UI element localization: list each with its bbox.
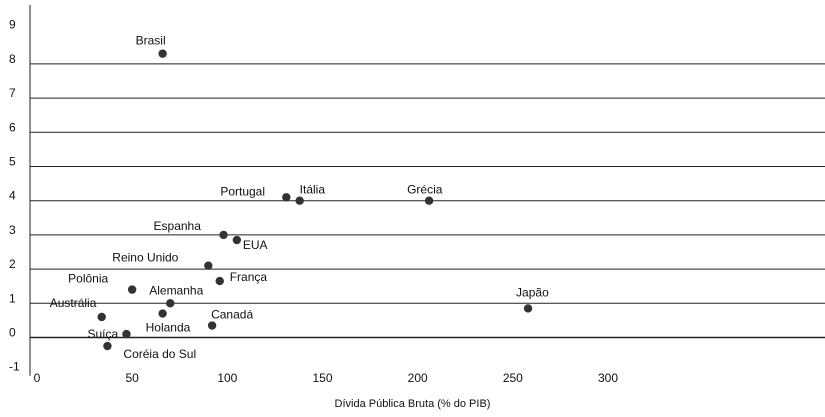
data-point — [158, 49, 167, 58]
data-point — [295, 196, 304, 205]
data-point — [215, 276, 224, 286]
data-points — [97, 49, 533, 351]
point-label: França — [230, 270, 268, 284]
data-point — [122, 329, 131, 339]
y-tick-label: 0 — [9, 326, 16, 340]
y-tick-label: 9 — [9, 18, 16, 32]
x-tick-label: 250 — [503, 371, 523, 385]
point-label: Austrália — [50, 296, 97, 310]
point-label: Portugal — [220, 184, 265, 198]
y-tick-label: 5 — [9, 155, 16, 169]
x-tick-labels: 0 50 100 150 200 250 300 — [34, 371, 619, 385]
x-tick-label: 200 — [408, 371, 428, 385]
y-tick-label: 1 — [9, 291, 16, 305]
point-label: Polônia — [68, 272, 108, 286]
y-tick-label: 3 — [9, 223, 16, 237]
data-point — [232, 235, 242, 245]
point-label: Grécia — [407, 183, 443, 197]
point-label: Alemanha — [149, 283, 203, 297]
y-tick-label: 8 — [9, 52, 16, 66]
point-label: Suíça — [87, 327, 118, 341]
y-tick-label: 4 — [9, 189, 16, 203]
data-point — [204, 261, 213, 270]
x-tick-label: 150 — [312, 371, 332, 385]
point-label: EUA — [243, 238, 268, 252]
y-tick-labels: -1 0 1 2 3 4 5 6 7 8 9 — [9, 18, 20, 374]
point-label: Reino Unido — [112, 251, 178, 265]
data-point — [424, 196, 434, 205]
data-point — [127, 285, 137, 294]
y-tick-label: 2 — [9, 257, 16, 271]
data-point — [158, 309, 167, 318]
x-axis-title: Dívida Pública Bruta (% do PIB) — [334, 398, 491, 410]
y-tick-label: -1 — [9, 360, 20, 374]
x-tick-label: 300 — [598, 371, 618, 385]
data-point — [207, 321, 217, 330]
x-tick-label: 0 — [34, 371, 41, 385]
point-label: Japão — [516, 285, 549, 299]
data-point — [97, 312, 106, 322]
point-labels: Brasil Portugal Itália Grécia Espanha EUA Rein… — [50, 34, 549, 361]
x-tick-label: 50 — [125, 371, 139, 385]
data-point — [103, 341, 112, 351]
data-point — [282, 193, 291, 202]
x-tick-label: 100 — [217, 371, 237, 385]
point-label: Coréia do Sul — [123, 347, 196, 361]
point-label: Holanda — [146, 321, 191, 335]
data-point — [219, 230, 228, 240]
data-point — [523, 304, 533, 313]
point-label: Itália — [300, 183, 326, 197]
data-point — [166, 299, 175, 308]
point-label: Brasil — [136, 34, 166, 48]
point-label: Espanha — [154, 219, 202, 233]
y-tick-label: 6 — [9, 120, 16, 134]
point-label: Canadá — [211, 308, 253, 322]
y-tick-label: 7 — [9, 86, 16, 100]
